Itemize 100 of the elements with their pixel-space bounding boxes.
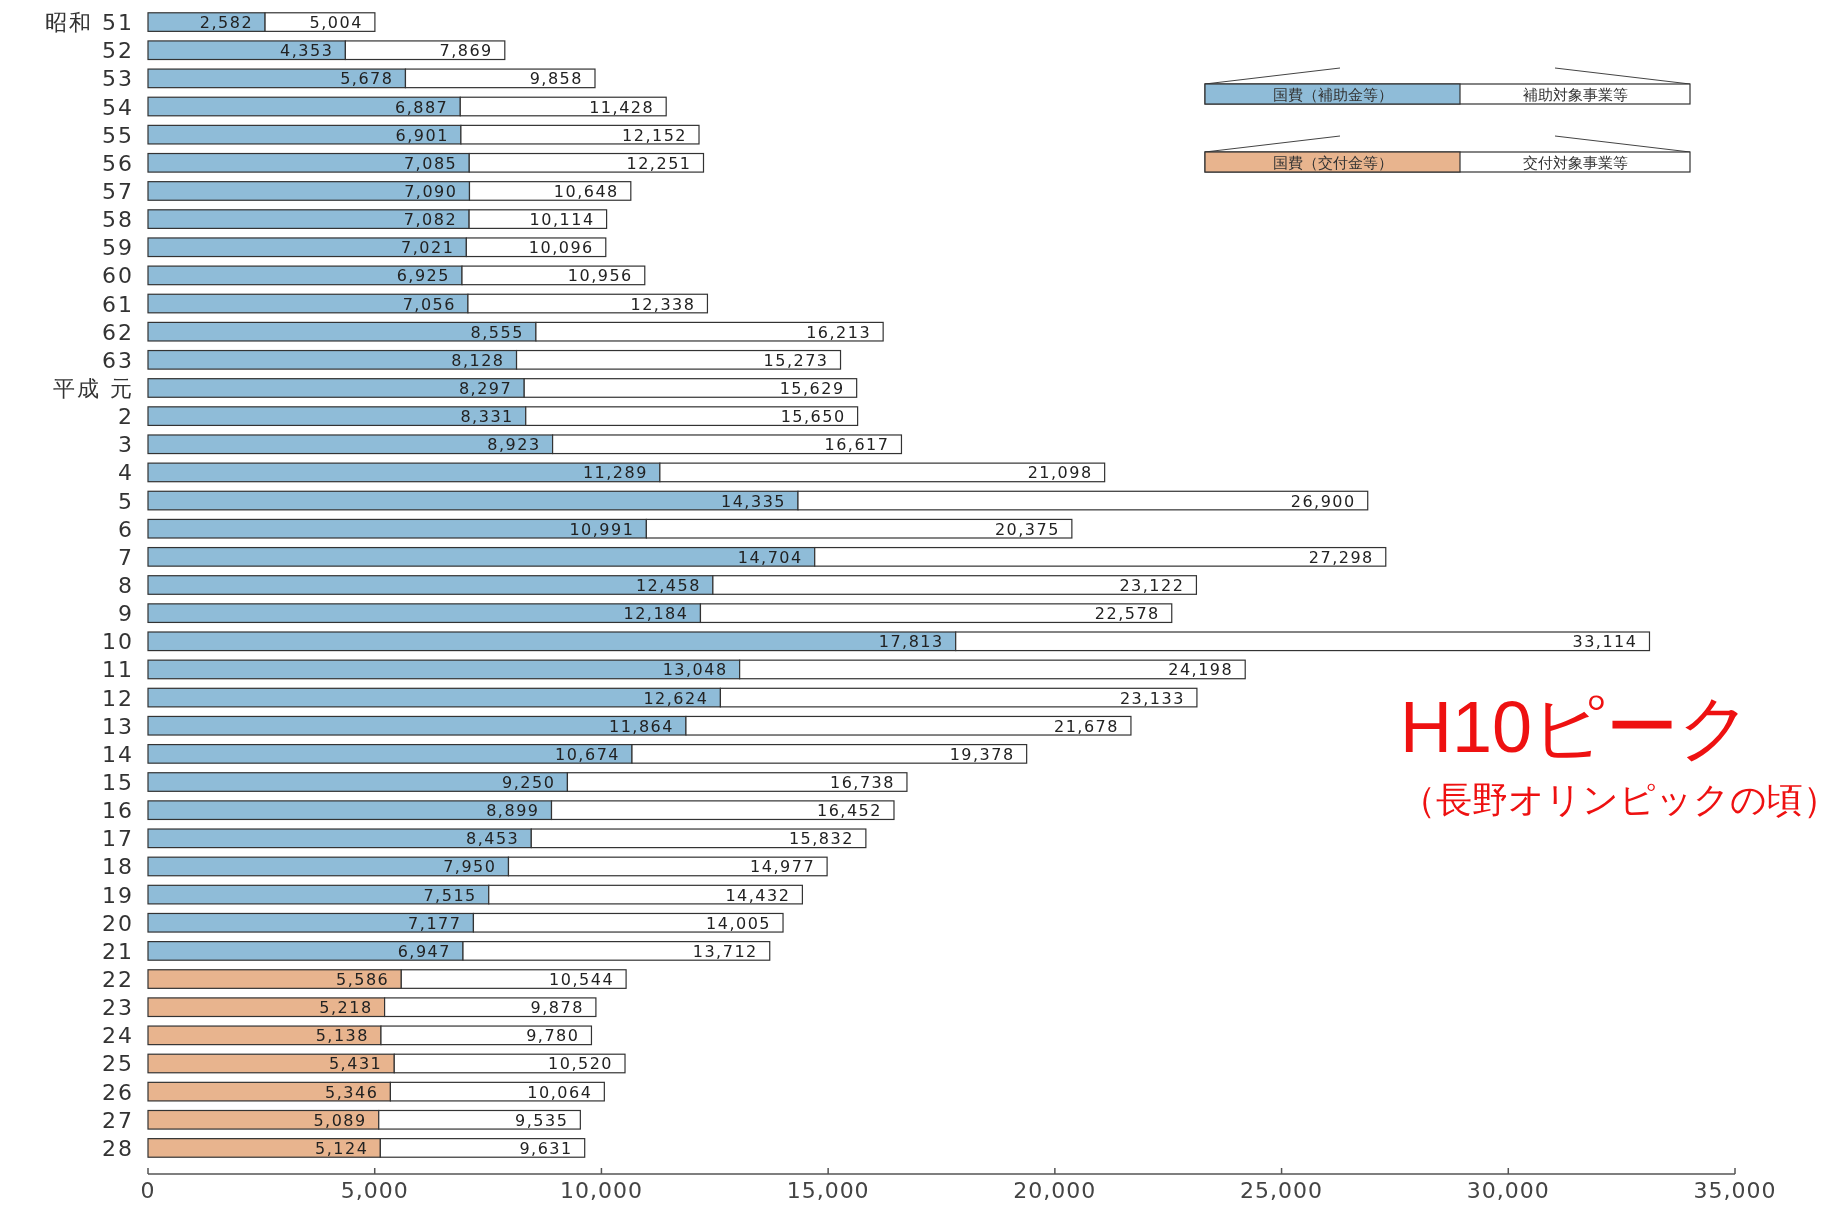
y-tick-label: 61 <box>102 291 134 317</box>
y-tick-label: 58 <box>102 207 134 233</box>
data-label: 8,899 <box>486 801 540 821</box>
data-label: 5,124 <box>315 1138 369 1158</box>
data-label: 8,923 <box>487 435 541 455</box>
data-label: 7,085 <box>403 153 458 173</box>
total-label: 16,617 <box>824 435 890 455</box>
x-tick-label: 30,000 <box>1466 1178 1550 1203</box>
y-tick-label: 28 <box>102 1135 134 1161</box>
total-label: 10,064 <box>527 1082 593 1102</box>
total-label: 24,198 <box>1168 660 1234 680</box>
data-label: 5,678 <box>340 69 394 89</box>
data-label: 10,674 <box>555 744 620 764</box>
text: 国費（補助金等） <box>1272 86 1393 104</box>
x-tick-label: 20,000 <box>1013 1178 1097 1203</box>
data-label: 8,128 <box>451 350 505 370</box>
y-tick-label: 10 <box>102 629 134 655</box>
y-tick-label: 24 <box>102 1023 134 1049</box>
y-tick-label: 11 <box>102 657 134 683</box>
total-label: 23,133 <box>1119 688 1185 708</box>
total-label: 12,338 <box>630 294 696 314</box>
total-label: 9,631 <box>519 1138 573 1158</box>
data-label: 4,353 <box>280 41 334 61</box>
y-tick-label: 55 <box>102 122 134 148</box>
data-label: 5,138 <box>315 1026 369 1046</box>
total-label: 9,535 <box>515 1110 569 1130</box>
total-label: 10,648 <box>553 181 619 201</box>
text: 補助対象事業等 <box>1522 86 1628 104</box>
total-label: 10,096 <box>528 238 594 258</box>
data-label: 8,453 <box>465 829 520 849</box>
data-label: 9,250 <box>502 773 556 793</box>
annotation: H10ピーク <box>1400 687 1753 767</box>
y-tick-label: 53 <box>102 66 134 92</box>
y-tick-label: 5 <box>118 488 134 514</box>
total-label: 12,251 <box>626 153 692 173</box>
total-label: 26,900 <box>1290 491 1356 511</box>
y-tick-label: 2 <box>118 404 134 430</box>
total-label: 27,298 <box>1308 547 1374 567</box>
total-label: 16,452 <box>817 801 882 821</box>
total-label: 9,878 <box>530 998 584 1018</box>
y-tick-label: 6 <box>118 516 134 542</box>
data-label: 6,925 <box>396 266 450 286</box>
y-tick-label: 昭和 51 <box>45 10 134 36</box>
total-label: 15,629 <box>779 378 845 398</box>
total-label: 15,273 <box>763 350 829 370</box>
y-tick-label: 52 <box>102 38 134 64</box>
y-tick-label: 22 <box>102 967 134 993</box>
y-tick-label: 14 <box>102 741 134 767</box>
data-label: 14,335 <box>721 491 786 511</box>
data-label: 6,901 <box>395 125 449 145</box>
data-label: 5,089 <box>313 1110 367 1130</box>
data-label: 13,048 <box>662 660 728 680</box>
y-tick-label: 15 <box>102 770 134 796</box>
data-label: 8,331 <box>460 407 514 427</box>
y-tick-label: 60 <box>102 263 134 289</box>
data-label: 14,704 <box>737 547 803 567</box>
y-tick-label: 4 <box>118 460 134 486</box>
text: 国費（交付金等） <box>1272 154 1393 172</box>
y-tick-label: 7 <box>118 544 134 570</box>
total-label: 19,378 <box>949 744 1015 764</box>
data-label: 12,458 <box>635 576 701 595</box>
data-label: 7,056 <box>402 294 456 314</box>
data-label: 7,515 <box>423 885 477 905</box>
data-label: 7,177 <box>408 913 462 933</box>
annotation: （長野オリンピックの頃） <box>1400 779 1830 820</box>
total-label: 23,122 <box>1119 576 1185 595</box>
total-label: 14,432 <box>725 885 791 905</box>
text: 交付対象事業等 <box>1522 154 1628 172</box>
data-label: 6,947 <box>397 941 451 961</box>
total-label: 9,858 <box>529 69 583 89</box>
y-tick-label: 18 <box>102 854 134 880</box>
y-tick-label: 9 <box>118 601 134 627</box>
total-label: 5,004 <box>309 13 363 33</box>
x-tick-label: 0 <box>140 1178 156 1203</box>
y-tick-label: 62 <box>102 319 134 345</box>
y-tick-label: 21 <box>102 938 134 964</box>
data-label: 6,887 <box>394 97 449 117</box>
total-label: 20,375 <box>994 519 1060 539</box>
data-label: 7,021 <box>401 238 455 258</box>
data-label: 7,090 <box>404 181 458 201</box>
y-tick-label: 63 <box>102 347 134 373</box>
x-tick-label: 15,000 <box>786 1178 870 1203</box>
total-label: 14,977 <box>750 857 816 877</box>
total-label: 10,544 <box>549 970 615 990</box>
data-label: 7,082 <box>403 210 458 230</box>
total-label: 21,678 <box>1053 716 1119 736</box>
y-tick-label: 54 <box>102 94 134 120</box>
data-label: 11,289 <box>582 463 648 483</box>
y-tick-label: 26 <box>102 1079 134 1105</box>
y-tick-label: 16 <box>102 798 134 824</box>
y-tick-label: 17 <box>102 826 134 852</box>
total-label: 33,114 <box>1572 632 1638 652</box>
data-label: 5,431 <box>328 1054 383 1074</box>
x-tick-label: 35,000 <box>1693 1178 1777 1203</box>
x-tick-label: 25,000 <box>1240 1178 1324 1203</box>
total-label: 14,005 <box>706 913 772 933</box>
total-label: 16,213 <box>806 322 872 342</box>
data-label: 12,624 <box>643 688 709 708</box>
total-label: 10,114 <box>529 210 595 230</box>
data-label: 8,555 <box>470 322 524 342</box>
